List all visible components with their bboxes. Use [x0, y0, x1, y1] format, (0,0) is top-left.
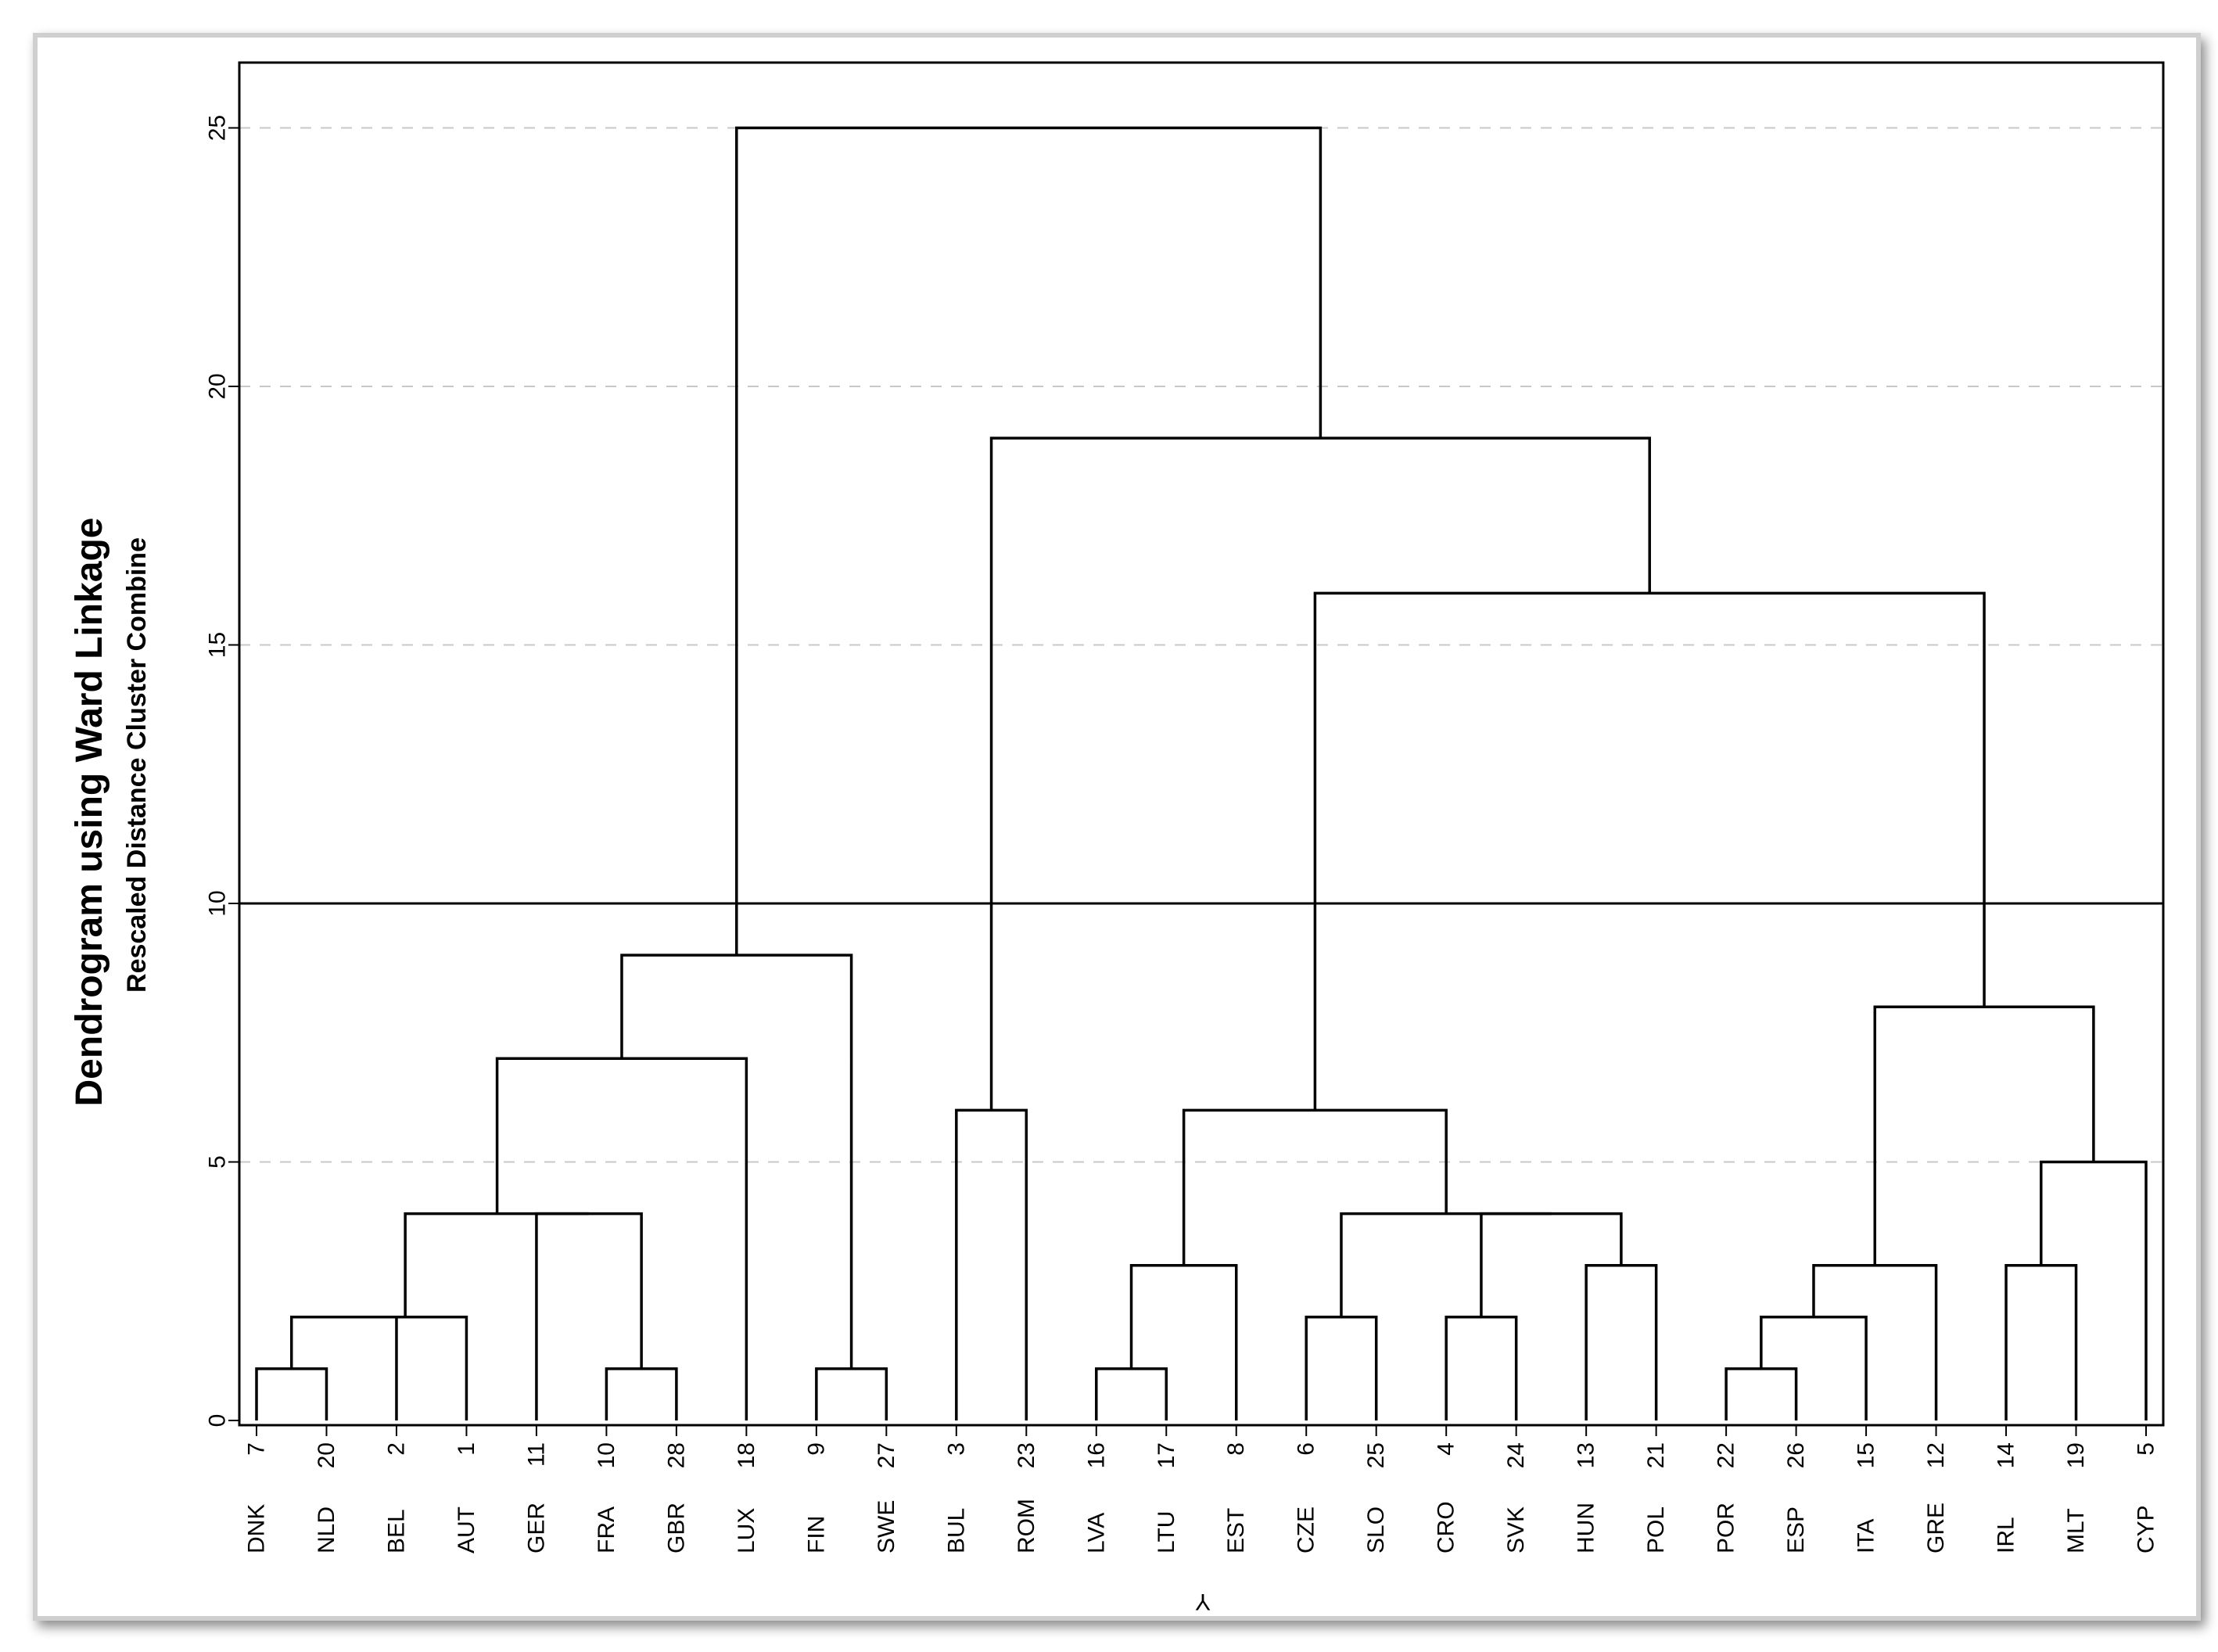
leaf-number-label: 4 [1434, 1442, 1459, 1456]
merge-link-M13 [1305, 1316, 1378, 1420]
leaf-country-label: BEL [383, 1509, 409, 1553]
leaf-country-label: SVK [1503, 1507, 1529, 1553]
leaf-country-label: LUX [734, 1508, 759, 1553]
leaf-number-label: 9 [803, 1442, 829, 1456]
merge-link-M17 [1340, 1212, 1552, 1317]
leaf-number-label: 24 [1503, 1442, 1529, 1468]
leaf-number-label: 27 [874, 1442, 899, 1468]
merge-link-M8 [815, 1367, 888, 1420]
leaf-number-label: 26 [1783, 1442, 1809, 1468]
leaf-country-label: GBR [663, 1503, 689, 1553]
leaf-number-label: 25 [1363, 1442, 1389, 1468]
y-axis-ticks: 0 5 10 15 20 25 [205, 115, 239, 1428]
merge-link-M23 [2040, 1160, 2148, 1420]
leaf-number-label: 12 [1923, 1442, 1949, 1468]
leaf-country-label: POR [1714, 1503, 1739, 1553]
leaf-number-label: 18 [734, 1442, 759, 1468]
x-axis-ticks: 7 DNK 20 NLD 2 BEL 1 AUT 11 GER 10 FRA 28 GBR 18 LUX 9 FI… [244, 1425, 2159, 1553]
leaf-country-label: SLO [1363, 1507, 1389, 1553]
leaf-country-label: LVA [1083, 1513, 1109, 1553]
merge-link-M26 [989, 436, 1651, 1111]
leaf-country-label: IRL [1994, 1517, 2019, 1553]
merge-link-M1 [255, 1367, 328, 1420]
y-tick-label: 0 [205, 1414, 231, 1428]
merge-link-M19 [1725, 1367, 1798, 1420]
leaf-country-label: AUT [454, 1507, 479, 1553]
merge-link-M11 [1095, 1367, 1168, 1420]
leaf-country-label: LTU [1154, 1511, 1179, 1553]
leaf-number-label: 17 [1154, 1442, 1179, 1468]
dendrogram-chart: 0 5 10 15 20 25 7 DNK 20 NLD 2 BEL 1 AUT 11 GER 10 FRA 28… [69, 61, 2165, 1614]
leaf-country-label: FIN [803, 1516, 829, 1553]
merge-link-M22 [2004, 1263, 2078, 1420]
leaf-number-label: 11 [523, 1442, 549, 1467]
merge-link-M27 [735, 126, 1323, 956]
chart-title: Dendrogram using Ward Linkage [69, 518, 110, 1107]
merge-link-M3 [343, 1316, 468, 1420]
leaf-number-label: 3 [943, 1442, 969, 1456]
leaf-number-label: 1 [454, 1442, 479, 1456]
leaf-number-label: 23 [1014, 1442, 1039, 1468]
y-tick-label: 10 [205, 890, 231, 916]
y-tick-label: 25 [205, 115, 231, 141]
y-axis-label: Rescaled Distance Cluster Combine [122, 537, 152, 993]
merge-link-M10 [955, 1108, 1028, 1420]
leaf-number-label: 14 [1994, 1442, 2019, 1468]
y-tick-label: 15 [205, 632, 231, 658]
leaf-country-label: ITA [1854, 1519, 1879, 1553]
leaf-country-label: ESP [1783, 1507, 1809, 1553]
leaf-country-label: GRE [1923, 1503, 1949, 1553]
y-tick-label: 5 [205, 1155, 231, 1169]
leaf-number-label: 20 [314, 1442, 339, 1468]
merge-link-M12 [1129, 1263, 1238, 1420]
leaf-number-label: 16 [1083, 1442, 1109, 1468]
leaf-number-label: 22 [1714, 1442, 1739, 1468]
leaf-number-label: 6 [1294, 1442, 1319, 1456]
merge-link-M4 [605, 1367, 678, 1420]
merge-link-M6 [404, 1212, 590, 1317]
merge-link-M16 [1480, 1212, 1623, 1317]
leaf-country-label: GER [523, 1503, 549, 1553]
leaf-number-label: 8 [1223, 1442, 1249, 1456]
dendrogram-links [255, 126, 2148, 1420]
leaf-country-label: EST [1223, 1508, 1249, 1553]
x-axis-label: Y [1195, 1589, 1211, 1614]
merge-link-M15 [1585, 1263, 1658, 1420]
merge-link-M25 [1313, 591, 1986, 1111]
leaf-country-label: NLD [314, 1507, 339, 1553]
leaf-number-label: 10 [594, 1442, 619, 1468]
leaf-country-label: BUL [943, 1508, 969, 1553]
merge-link-M21 [1812, 1263, 1938, 1420]
merge-link-M18 [1182, 1108, 1448, 1266]
leaf-number-label: 28 [663, 1442, 689, 1468]
merge-link-M5 [535, 1212, 643, 1420]
leaf-country-label: DNK [244, 1504, 270, 1553]
merge-link-M24 [1873, 1005, 2095, 1266]
leaf-number-label: 21 [1643, 1442, 1669, 1468]
leaf-country-label: CRO [1434, 1501, 1459, 1553]
leaf-number-label: 2 [383, 1442, 409, 1456]
leaf-country-label: CYP [2134, 1505, 2159, 1553]
leaf-number-label: 7 [244, 1442, 270, 1456]
merge-link-M14 [1445, 1316, 1518, 1420]
figure-frame: 0 5 10 15 20 25 7 DNK 20 NLD 2 BEL 1 AUT 11 GER 10 FRA 28… [33, 33, 2201, 1621]
leaf-country-label: HUN [1574, 1503, 1599, 1553]
leaf-country-label: SWE [874, 1500, 899, 1553]
merge-link-M7 [495, 1057, 748, 1420]
leaf-country-label: FRA [594, 1507, 619, 1553]
leaf-number-label: 13 [1574, 1442, 1599, 1468]
leaf-number-label: 19 [2063, 1442, 2089, 1468]
leaf-country-label: MLT [2063, 1508, 2089, 1553]
leaf-country-label: CZE [1294, 1507, 1319, 1553]
y-tick-label: 20 [205, 373, 231, 399]
plot-border [238, 61, 2165, 1427]
leaf-number-label: 5 [2134, 1442, 2159, 1456]
leaf-country-label: ROM [1014, 1499, 1039, 1553]
leaf-country-label: POL [1643, 1507, 1669, 1553]
leaf-number-label: 15 [1854, 1442, 1879, 1468]
